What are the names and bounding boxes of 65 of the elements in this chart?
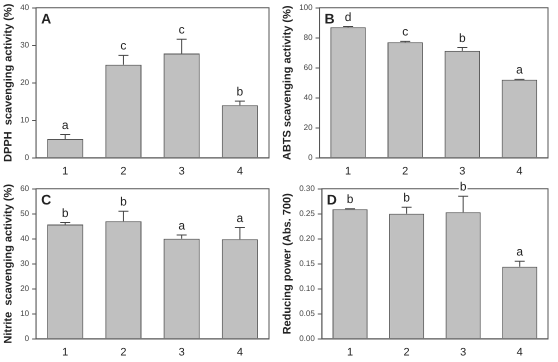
annotation: b: [346, 192, 354, 206]
y-axis-title: Nitrite scavenging activity (%): [2, 184, 15, 344]
annotation: b: [403, 190, 410, 205]
y-tick-label: 0.15: [299, 259, 316, 268]
annotation: c: [402, 24, 408, 39]
annotation: b: [62, 206, 69, 220]
y-tick-label: 40: [20, 3, 30, 12]
y-tick-label: 20: [20, 284, 30, 294]
y-tick-label: 0: [308, 153, 314, 162]
annotation: c: [120, 38, 126, 53]
x-tick-label: 3: [178, 165, 185, 178]
y-tick-label: 40: [304, 93, 314, 102]
y-tick-label: 50: [20, 209, 30, 218]
x-tick-label: 4: [236, 346, 243, 358]
annotation: b: [458, 30, 466, 45]
y-axis-title: DPPH scavenging activity (%): [2, 3, 15, 162]
y-tick-label: 0.20: [299, 234, 316, 244]
y-tick-label: 10: [20, 309, 30, 318]
x-tick-label: 2: [120, 346, 126, 358]
x-tick-label: 3: [459, 165, 466, 178]
x-tick-label: 1: [62, 165, 68, 178]
y-tick-label: 0.00: [299, 334, 316, 344]
y-tick-label: 30: [20, 40, 30, 50]
annotation: c: [178, 22, 185, 37]
chart-title: C: [41, 192, 52, 208]
x-tick-label: 3: [178, 346, 185, 358]
y-tick-label: 60: [20, 184, 30, 194]
y-tick-label: 60: [304, 63, 314, 72]
annotation: a: [516, 62, 524, 77]
y-tick-label: 0.30: [299, 184, 316, 194]
annotation: b: [460, 180, 467, 194]
x-tick-label: 2: [402, 165, 408, 178]
x-tick-label: 1: [62, 346, 68, 358]
x-tick-label: 2: [404, 346, 410, 358]
y-tick-label: 80: [304, 33, 314, 42]
y-tick-label: 0: [24, 153, 30, 162]
y-tick-label: 20: [304, 123, 314, 132]
y-tick-label: 0.10: [299, 284, 316, 294]
x-tick-label: 4: [516, 346, 523, 358]
x-tick-label: 1: [346, 346, 354, 358]
annotation: b: [236, 84, 244, 98]
y-tick-label: 0.05: [299, 309, 316, 318]
x-tick-label: 4: [236, 165, 243, 178]
chart-title: D: [326, 192, 337, 208]
y-tick-label: 20: [20, 78, 30, 88]
x-tick-label: 1: [345, 165, 352, 178]
y-tick-label: 0: [24, 334, 30, 344]
y-axis-title: ABTS scavenging activity (%): [282, 5, 294, 160]
y-tick-label: 40: [20, 234, 30, 244]
x-tick-label: 4: [516, 165, 523, 178]
y-tick-label: 10: [20, 116, 30, 125]
annotation: a: [236, 210, 244, 225]
y-tick-label: 0.25: [299, 209, 316, 218]
x-tick-label: 3: [460, 346, 466, 358]
annotation: b: [120, 194, 128, 209]
y-axis-title: Reducing power (Abs. 700): [282, 192, 294, 334]
annotation: a: [178, 218, 186, 232]
x-tick-label: 2: [120, 165, 126, 178]
y-tick-label: 100: [299, 3, 314, 12]
annotation: a: [62, 118, 69, 132]
annotation: d: [344, 10, 352, 24]
annotation: a: [516, 244, 524, 259]
y-tick-label: 30: [20, 259, 30, 268]
chart-title: A: [41, 10, 52, 27]
chart-title: B: [324, 10, 335, 27]
